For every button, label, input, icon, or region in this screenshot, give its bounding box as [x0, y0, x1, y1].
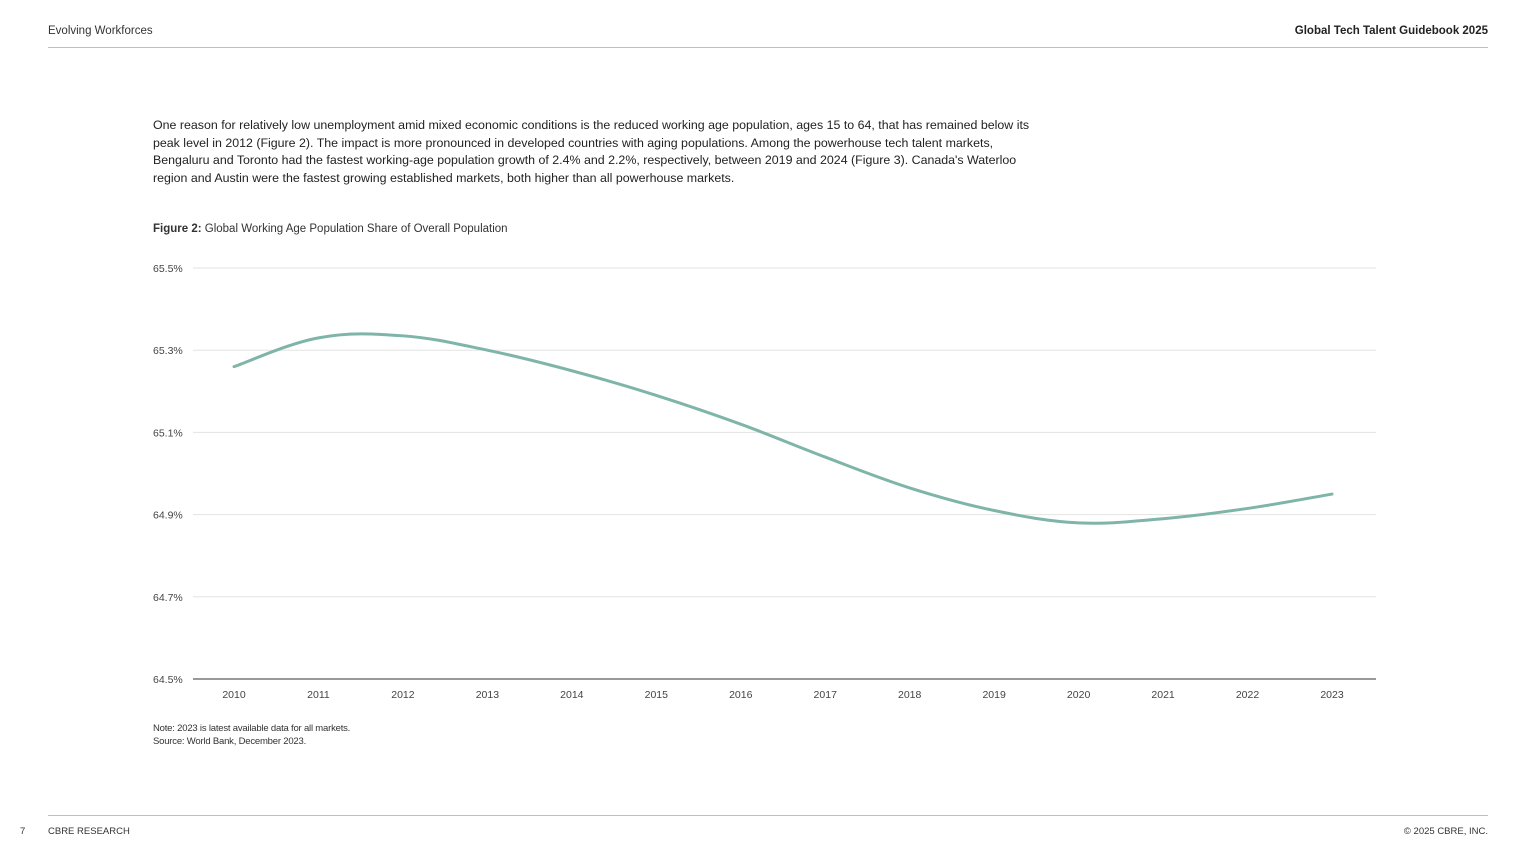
x-tick-label: 2023 [1320, 689, 1344, 701]
chart-note: Note: 2023 is latest available data for … [153, 723, 351, 734]
x-tick-label: 2013 [476, 689, 500, 701]
x-tick-label: 2010 [222, 689, 246, 701]
x-tick-label: 2015 [645, 689, 669, 701]
x-tick-label: 2016 [729, 689, 753, 701]
x-tick-label: 2021 [1151, 689, 1175, 701]
x-tick-label: 2018 [898, 689, 922, 701]
figure-notes: Note: 2023 is latest available data for … [153, 722, 350, 748]
y-tick-label: 64.5% [153, 674, 183, 686]
x-tick-label: 2014 [560, 689, 584, 701]
footer-copyright: © 2025 CBRE, INC. [1403, 826, 1488, 837]
x-tick-label: 2011 [307, 689, 330, 701]
y-tick-label: 64.7% [153, 592, 183, 604]
y-tick-label: 65.3% [153, 345, 183, 357]
x-tick-label: 2020 [1067, 689, 1091, 701]
figure-title: Global Working Age Population Share of O… [204, 223, 508, 235]
series-line [232, 332, 1334, 525]
line-chart: 65.5% 65.3% 65.1% 64.9% 64.7% 64.5% 2010 2011 20… [153, 263, 1376, 701]
footer-divider [48, 815, 1488, 816]
y-tick-label: 65.1% [153, 427, 183, 439]
x-tick-label: 2012 [391, 689, 415, 701]
y-tick-label: 64.9% [153, 510, 183, 522]
footer-brand: CBRE RESEARCH [48, 826, 130, 837]
chart-source: Source: World Bank, December 2023. [153, 736, 307, 747]
x-tick-label: 2017 [814, 689, 838, 701]
y-tick-label: 65.5% [153, 263, 183, 275]
section-title: Evolving Workforces [48, 25, 153, 37]
header-divider [48, 47, 1488, 48]
figure-caption: Figure 2: Global Working Age Population … [153, 223, 508, 235]
x-tick-label: 2019 [982, 689, 1006, 701]
body-paragraph: One reason for relatively low unemployme… [153, 118, 1030, 185]
x-tick-label: 2022 [1236, 689, 1260, 701]
page-number: 7 [20, 826, 26, 837]
publication-title: Global Tech Talent Guidebook 2025 [1294, 25, 1488, 37]
figure-label: Figure 2: [153, 223, 202, 235]
